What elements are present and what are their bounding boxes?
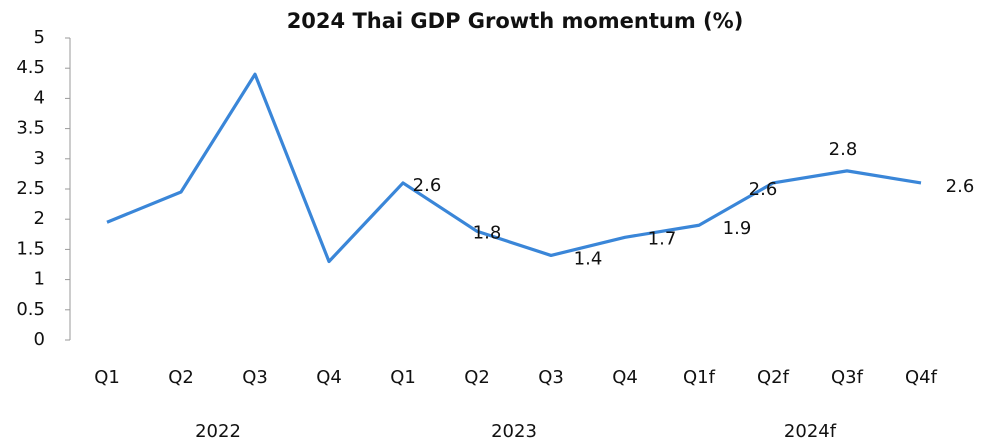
y-tick-label: 0.5 (16, 299, 45, 320)
chart-title: 2024 Thai GDP Growth momentum (%) (287, 9, 744, 33)
x-group-label: 2023 (491, 421, 537, 442)
x-group-label: 2024f (784, 421, 837, 442)
x-tick-label: Q3 (242, 367, 268, 388)
y-tick-label: 2 (34, 208, 45, 229)
y-tick-label: 1.5 (16, 238, 45, 259)
y-tick-label: 4.5 (16, 57, 45, 78)
data-label: 1.7 (648, 228, 677, 249)
y-tick-label: 3.5 (16, 118, 45, 139)
data-label: 1.8 (473, 222, 502, 243)
x-tick-label: Q4f (905, 367, 938, 388)
x-tick-label: Q2f (757, 367, 790, 388)
data-label: 2.8 (829, 139, 858, 160)
y-tick-label: 1 (34, 269, 45, 290)
x-tick-label: Q1 (94, 367, 120, 388)
x-tick-label: Q4 (316, 367, 342, 388)
y-tick-label: 5 (34, 27, 45, 48)
y-tick-label: 2.5 (16, 178, 45, 199)
data-label: 1.9 (723, 218, 752, 239)
x-tick-label: Q3 (538, 367, 564, 388)
data-label: 2.6 (946, 176, 975, 197)
y-tick-label: 0 (34, 329, 45, 350)
x-group-label: 2022 (195, 421, 241, 442)
data-line (106, 72, 922, 264)
x-tick-label: Q2 (464, 367, 490, 388)
data-label: 1.4 (574, 248, 603, 269)
x-tick-label: Q2 (168, 367, 194, 388)
y-tick-label: 4 (34, 87, 45, 108)
y-tick-label: 3 (34, 148, 45, 169)
x-tick-label: Q4 (612, 367, 638, 388)
data-label: 2.6 (413, 175, 442, 196)
data-label: 2.6 (749, 179, 778, 200)
x-tick-label: Q1f (683, 367, 716, 388)
x-tick-label: Q3f (831, 367, 864, 388)
x-tick-label: Q1 (390, 367, 416, 388)
